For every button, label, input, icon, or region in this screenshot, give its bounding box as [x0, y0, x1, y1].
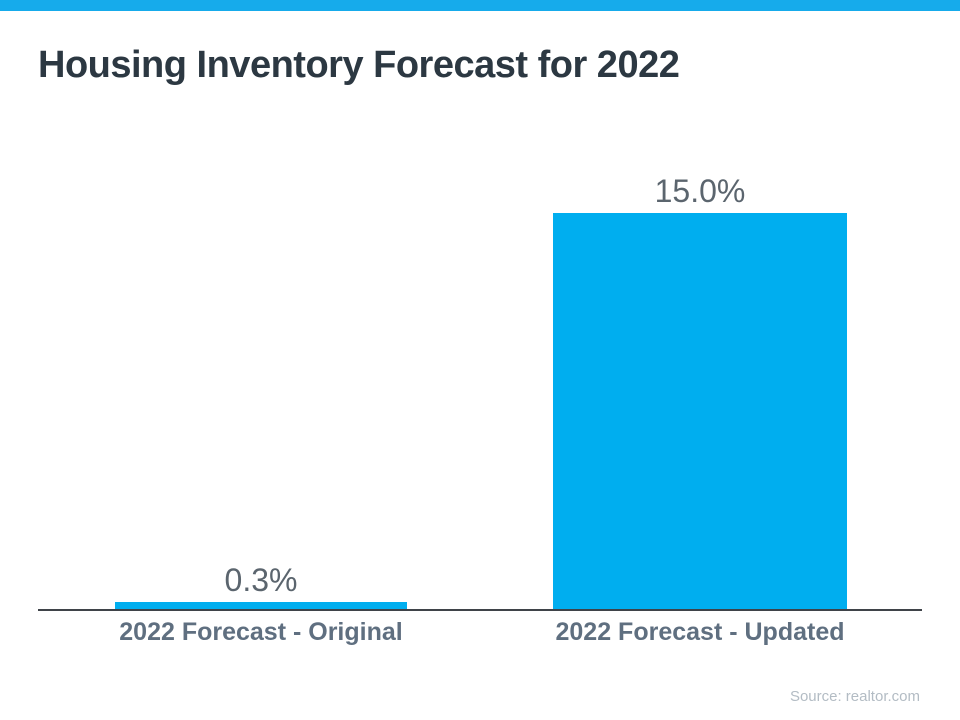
bar-value-label-original: 0.3% [224, 562, 298, 598]
x-axis-label-original: 2022 Forecast - Original [119, 618, 403, 646]
bar-value-label-updated: 15.0% [654, 173, 746, 209]
x-axis-line [38, 609, 922, 611]
accent-top-strip [0, 0, 960, 11]
x-axis-label-updated: 2022 Forecast - Updated [555, 618, 845, 646]
source-attribution: Source: realtor.com [789, 688, 920, 705]
bar-forecast-updated [553, 213, 847, 610]
chart-title: Housing Inventory Forecast for 2022 [38, 44, 680, 86]
bar-forecast-original [115, 602, 407, 610]
